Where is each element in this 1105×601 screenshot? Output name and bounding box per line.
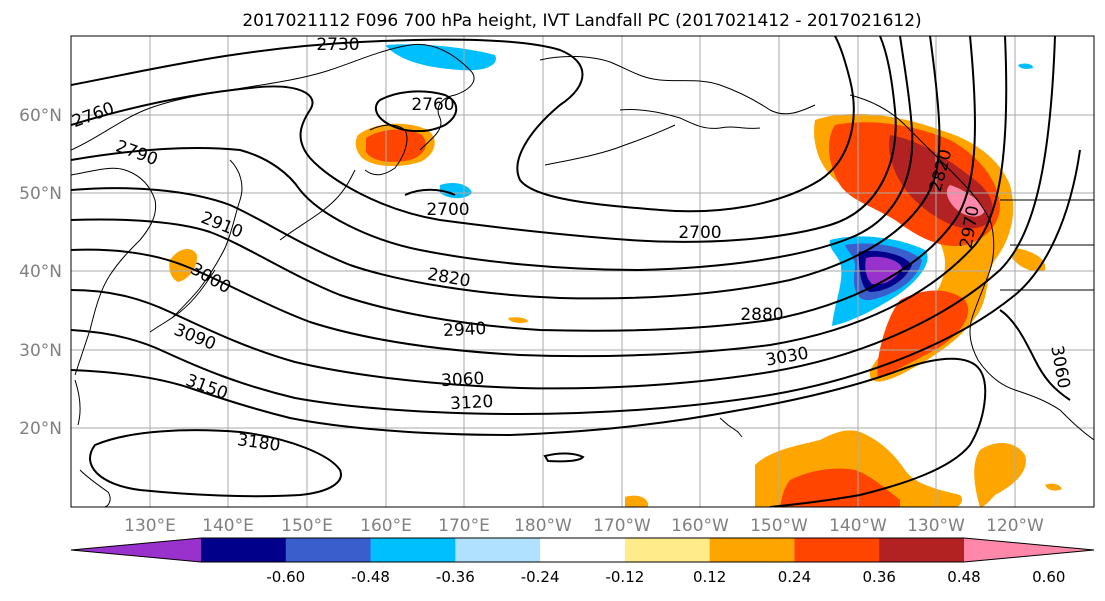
contour-2880 xyxy=(71,36,941,300)
lon-label: 140°W xyxy=(829,516,887,536)
coastlines xyxy=(71,43,1094,507)
colorbar-tick-label: 0.48 xyxy=(947,568,980,586)
colorbar-segment xyxy=(370,538,456,562)
lon-label: 170°W xyxy=(593,516,651,536)
lat-label: 50°N xyxy=(19,184,62,204)
lat-label: 60°N xyxy=(19,106,62,126)
coastline-kuril-islands xyxy=(279,169,356,241)
contour-2760 xyxy=(71,36,897,243)
lat-label: 20°N xyxy=(19,419,62,439)
lon-label: 130°E xyxy=(124,516,176,536)
contour-label: 2730 xyxy=(316,35,359,55)
coastline-kamchatka xyxy=(364,124,408,176)
lon-label: 130°W xyxy=(907,516,965,536)
contour-label: 2880 xyxy=(740,305,783,325)
contour-3180-small xyxy=(543,452,585,463)
contour-3090-east xyxy=(999,309,1071,401)
colorbar-tick-label: 0.36 xyxy=(863,568,896,586)
ivt-region-small-blue xyxy=(1018,63,1033,69)
ivt-region-okhotsk-red xyxy=(366,129,426,162)
lon-label: 160°W xyxy=(671,516,729,536)
ivt-region-small-orange-mid xyxy=(508,317,528,323)
coastline-north-america-west xyxy=(849,94,1016,391)
lat-label: 40°N xyxy=(19,262,62,282)
lon-label: 160°E xyxy=(360,516,412,536)
map-frame xyxy=(70,35,1095,508)
contour-label: 2700 xyxy=(678,223,721,243)
colorbar-segments xyxy=(70,537,1095,563)
colorbar-ticks: -0.60 -0.48 -0.36 -0.24 -0.12 0.12 0.24 0.36 0.4… xyxy=(266,568,1065,586)
colorbar-tick-label: 0.60 xyxy=(1032,568,1065,586)
latitude-labels: 60°N 50°N 40°N 30°N 20°N xyxy=(19,106,62,439)
colorbar-segment xyxy=(879,538,965,562)
contour-label: 2760 xyxy=(411,95,454,115)
contour-label: 3120 xyxy=(450,392,494,414)
colorbar-tick-label: -0.60 xyxy=(266,568,305,586)
coastline-alaska-north xyxy=(539,55,816,115)
ivt-region-red-south xyxy=(877,290,969,378)
lon-label: 150°W xyxy=(750,516,808,536)
colorbar-tick-label: 0.12 xyxy=(693,568,726,586)
ivt-region-small-orange-east xyxy=(1045,483,1062,491)
colorbar-segment xyxy=(455,538,541,562)
height-contours xyxy=(71,36,1081,507)
colorbar-segment xyxy=(794,538,880,562)
colorbar-segment xyxy=(540,538,626,562)
contour-2700 xyxy=(71,36,855,213)
colorbar-outline xyxy=(70,537,1095,563)
colorbar-tick-label: -0.48 xyxy=(351,568,390,586)
contour-3180-west xyxy=(89,429,342,498)
coastline-honshu xyxy=(149,269,216,333)
colorbar-segment xyxy=(285,538,372,562)
ivt-region-tropics-orange-east xyxy=(974,443,1026,507)
lon-label: 150°E xyxy=(281,516,333,536)
ivt-region-tropics-red xyxy=(780,468,900,507)
contour-label: 2940 xyxy=(443,319,487,341)
lon-label: 180°W xyxy=(514,516,572,536)
colorbar-extend-high xyxy=(964,538,1094,562)
coastline-siberia xyxy=(71,43,475,151)
colorbar: -0.60 -0.48 -0.36 -0.24 -0.12 0.12 0.24 0.36 0.4… xyxy=(70,537,1095,586)
contour-3000 xyxy=(71,36,1008,358)
lat-label: 30°N xyxy=(19,341,62,361)
contour-3120 xyxy=(71,149,1081,416)
coastline-mexico xyxy=(1014,389,1094,441)
coastline-sakhalin-japan xyxy=(171,159,243,319)
contour-label: 3060 xyxy=(441,369,485,391)
contour-2700-loop xyxy=(404,188,456,196)
colorbar-segment xyxy=(201,538,287,562)
ivt-region-arctic-blue xyxy=(385,44,496,71)
colorbar-tick-label: 0.24 xyxy=(778,568,811,586)
coastline-philippines xyxy=(74,379,111,507)
contour-3150 xyxy=(71,357,987,507)
colorbar-tick-label: -0.12 xyxy=(605,568,644,586)
colorbar-segment xyxy=(709,538,795,562)
ivt-region-orange-coast xyxy=(1012,248,1046,272)
coastline-alaska-south xyxy=(619,109,761,129)
contour-labels: 2730 2760 2760 2790 2700 2700 2910 3000 … xyxy=(71,35,1074,456)
lon-label: 170°E xyxy=(438,516,490,536)
coastline-aleutians xyxy=(544,124,676,166)
lon-label: 120°W xyxy=(986,516,1044,536)
contour-2760-loop xyxy=(374,90,458,133)
contour-label: 2700 xyxy=(426,200,469,220)
contour-2820 xyxy=(71,36,914,272)
ivt-region-small-orange xyxy=(625,495,648,507)
longitude-labels: 130°E 140°E 150°E 160°E 170°E 180°W 170°… xyxy=(124,516,1044,536)
contour-3060 xyxy=(71,36,1056,390)
colorbar-extend-low xyxy=(71,538,201,562)
colorbar-tick-label: -0.24 xyxy=(521,568,560,586)
colorbar-segment xyxy=(624,538,711,562)
coastline-asia-mainland xyxy=(71,167,157,376)
colorbar-tick-label: -0.36 xyxy=(436,568,475,586)
chart-title: 2017021112 F096 700 hPa height, IVT Land… xyxy=(242,11,921,31)
coastline-hawaii xyxy=(719,417,743,438)
map-panel: 2730 2760 2760 2790 2700 2700 2910 3000 … xyxy=(70,35,1095,508)
lon-label: 140°E xyxy=(202,516,254,536)
contour-2940 xyxy=(71,36,976,332)
